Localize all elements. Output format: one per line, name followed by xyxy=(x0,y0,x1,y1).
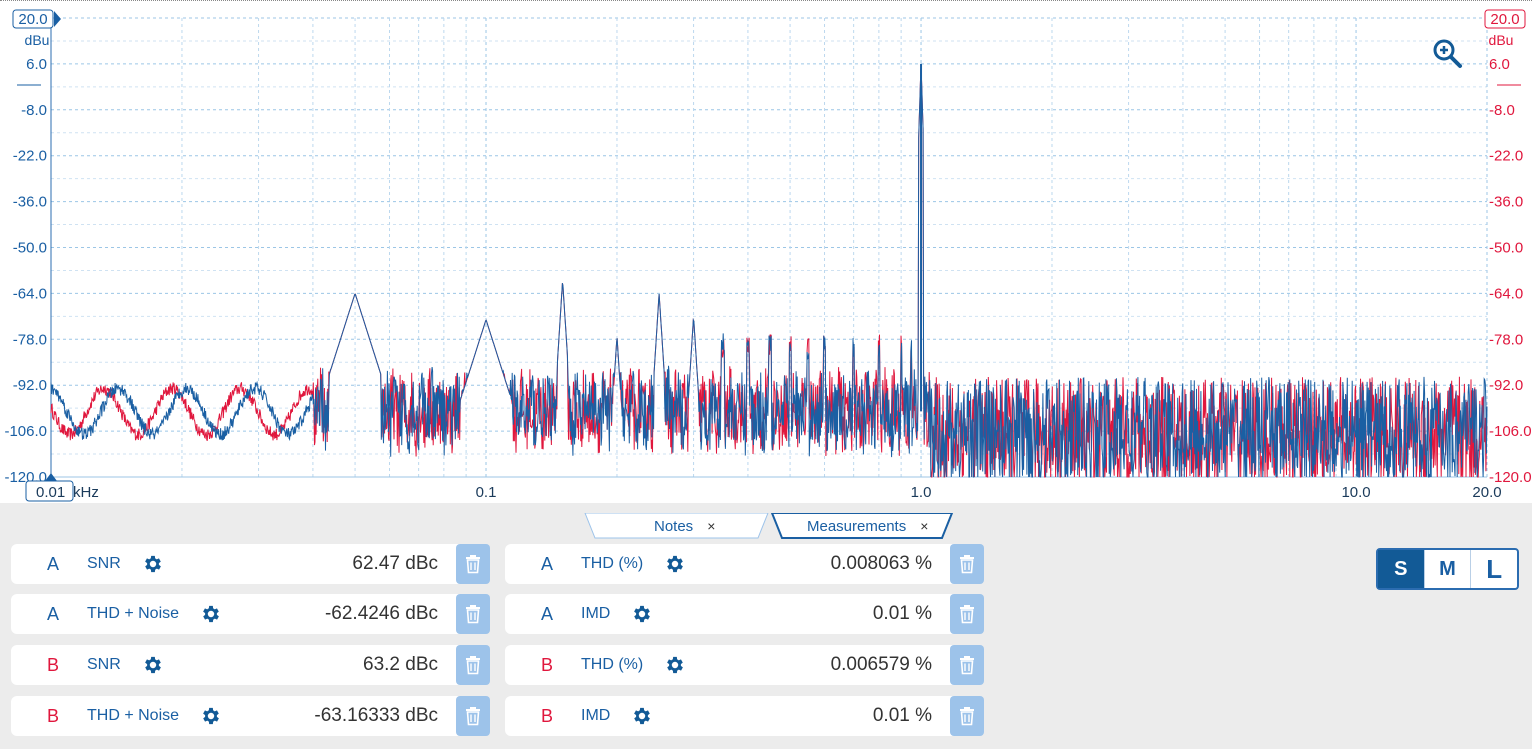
y-tick-left: -106.0 xyxy=(4,423,47,440)
measurement-value: -63.16333 dBc xyxy=(314,705,438,726)
gear-icon[interactable] xyxy=(663,653,687,677)
measurement-name: THD + Noise xyxy=(87,707,180,724)
trash-icon[interactable] xyxy=(456,544,490,584)
channel-label: B xyxy=(46,654,59,675)
channel-label: A xyxy=(540,603,553,624)
channel-label: A xyxy=(540,553,553,574)
gear-icon[interactable] xyxy=(630,704,654,728)
tab-bar: Notes × Measurements × xyxy=(580,513,960,539)
y-max-right-label: 20.0 xyxy=(1490,11,1519,28)
y-tick-right: 6.0 xyxy=(1489,56,1510,73)
measurement-name: THD + Noise xyxy=(87,605,180,622)
y-tick-right: -120.0 xyxy=(1489,469,1532,486)
measurement-row: A THD (%) 0.008063 % xyxy=(505,544,984,584)
y-tick-right: -36.0 xyxy=(1489,194,1523,211)
trash-icon[interactable] xyxy=(950,544,984,584)
gear-icon[interactable] xyxy=(199,602,223,626)
y-tick-left: -50.0 xyxy=(13,240,47,257)
measurement-name: IMD xyxy=(581,707,611,724)
size-medium-button[interactable]: M xyxy=(1423,550,1471,588)
y-unit-right: dBu xyxy=(1489,32,1514,48)
gear-icon[interactable] xyxy=(630,602,654,626)
y-max-left-badge xyxy=(12,9,54,29)
y-tick-right: -106.0 xyxy=(1489,423,1532,440)
y-tick-left: 6.0 xyxy=(26,56,47,73)
measurement-row: B IMD 0.01 % xyxy=(505,696,984,736)
tab-notes-label: Notes xyxy=(654,517,694,535)
x-min-label: 0.01 xyxy=(36,484,65,501)
x-unit-label: kHz xyxy=(73,484,99,501)
x-min-marker xyxy=(45,473,57,481)
trash-icon[interactable] xyxy=(950,594,984,634)
measurement-name: SNR xyxy=(87,555,121,572)
measurement-value: -62.4246 dBc xyxy=(324,603,438,624)
y-max-left-marker xyxy=(54,11,61,27)
series-a-line xyxy=(50,68,1488,478)
tab-notes-close-icon[interactable]: × xyxy=(707,518,716,534)
measurement-row: A IMD 0.01 % xyxy=(505,594,984,634)
y-tick-left: -8.0 xyxy=(21,102,47,119)
measurement-name: SNR xyxy=(87,656,121,673)
y-tick-right: -64.0 xyxy=(1489,285,1523,302)
size-large-button[interactable]: L xyxy=(1470,550,1517,588)
y-tick-right: -78.0 xyxy=(1489,331,1523,348)
y-tick-right: -92.0 xyxy=(1489,377,1523,394)
tab-measurements-close-icon[interactable]: × xyxy=(920,518,929,534)
fft-chart[interactable]: 6.0 -8.0 -22.0 -36.0 -50.0 -64.0 -78.0 -92.0 -10… xyxy=(0,0,1532,503)
measurement-value: 0.008063 % xyxy=(830,553,932,574)
y-tick-right: -8.0 xyxy=(1489,102,1515,119)
tab-notes[interactable]: Notes × xyxy=(654,513,715,539)
trash-icon[interactable] xyxy=(950,696,984,736)
x-tick-label: 1.0 xyxy=(911,484,932,501)
measurement-value: 0.006579 % xyxy=(830,654,932,675)
trash-icon[interactable] xyxy=(456,594,490,634)
fft-chart-svg: 6.0 -8.0 -22.0 -36.0 -50.0 -64.0 -78.0 -92.0 -10… xyxy=(4,9,1532,502)
measurement-row: A THD + Noise -62.4246 dBc xyxy=(11,594,490,634)
y-max-left-label: 20.0 xyxy=(18,11,47,28)
y-tick-left: -36.0 xyxy=(13,194,47,211)
measurement-name: THD (%) xyxy=(581,656,644,673)
gear-icon[interactable] xyxy=(663,552,687,576)
trash-icon[interactable] xyxy=(456,645,490,685)
y-tick-left: -92.0 xyxy=(13,377,47,394)
measurement-value: 62.47 dBc xyxy=(352,553,438,574)
trash-icon[interactable] xyxy=(456,696,490,736)
y-tick-right: -50.0 xyxy=(1489,240,1523,257)
y-tick-left: -78.0 xyxy=(13,331,47,348)
y-tick-left: -64.0 xyxy=(13,285,47,302)
x-tick-label: 10.0 xyxy=(1341,484,1370,501)
measurement-row: B THD + Noise -63.16333 dBc xyxy=(11,696,490,736)
gear-icon[interactable] xyxy=(141,552,165,576)
measurement-row: B THD (%) 0.006579 % xyxy=(505,645,984,685)
measurement-value: 0.01 % xyxy=(872,603,932,624)
y-tick-right: -22.0 xyxy=(1489,148,1523,165)
channel-label: B xyxy=(46,705,59,726)
measurement-value: 63.2 dBc xyxy=(363,654,438,675)
tab-shapes xyxy=(584,513,954,539)
y-unit-left: dBu xyxy=(25,32,50,48)
zoom-in-icon[interactable] xyxy=(1433,39,1462,68)
measurement-name: IMD xyxy=(581,605,611,622)
tab-measurements-label: Measurements xyxy=(807,517,907,535)
trash-icon[interactable] xyxy=(950,645,984,685)
size-small-button[interactable]: S xyxy=(1378,550,1424,588)
measurement-row: A SNR 62.47 dBc xyxy=(11,544,490,584)
size-selector: S M L xyxy=(1376,548,1519,590)
measurement-name: THD (%) xyxy=(581,555,644,572)
channel-label: B xyxy=(540,654,553,675)
channel-label: A xyxy=(46,553,59,574)
channel-label: A xyxy=(46,603,59,624)
x-tick-label: 20.0 xyxy=(1472,484,1501,501)
tab-measurements[interactable]: Measurements × xyxy=(807,513,928,539)
gear-icon[interactable] xyxy=(141,653,165,677)
x-tick-label: 0.1 xyxy=(476,484,497,501)
measurement-value: 0.01 % xyxy=(872,705,932,726)
channel-label: B xyxy=(540,705,553,726)
y-max-right-badge xyxy=(1484,9,1526,29)
y-tick-left: -22.0 xyxy=(13,148,47,165)
measurement-row: B SNR 63.2 dBc xyxy=(11,645,490,685)
gear-icon[interactable] xyxy=(199,704,223,728)
